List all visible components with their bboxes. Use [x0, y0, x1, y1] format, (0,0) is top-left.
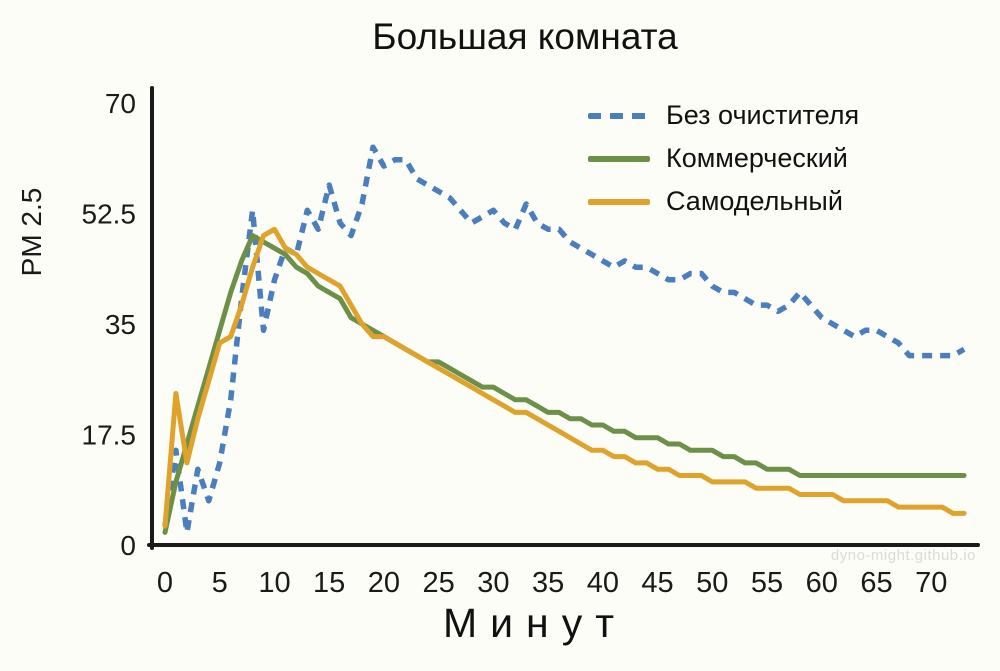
legend-item-commercial: Коммерческий: [588, 141, 859, 176]
dashed-line-icon: [588, 112, 650, 119]
y-tick-label: 0: [120, 530, 136, 561]
x-tick-label: 20: [368, 567, 400, 599]
chart-title: Большая комната: [372, 16, 678, 57]
x-tick-label: 60: [806, 567, 838, 599]
solid-line-icon: [588, 155, 650, 162]
x-tick-label: 5: [212, 567, 228, 599]
x-tick-label: 15: [313, 567, 345, 599]
series-line-0: [162, 144, 966, 536]
y-tick-label: 17.5: [82, 420, 137, 451]
solid-line-icon: [588, 198, 650, 205]
legend-label-homemade: Самодельный: [666, 186, 843, 216]
legend-item-homemade: Самодельный: [588, 184, 859, 219]
legend-label-no-purifier: Без очистителя: [666, 100, 860, 130]
x-tick-label: 10: [258, 567, 290, 599]
x-tick-label: 30: [477, 567, 509, 599]
x-tick-label: 70: [915, 567, 947, 599]
y-tick-label: 52.5: [82, 199, 137, 230]
series-line-1: [162, 233, 967, 535]
x-tick-label: 50: [696, 567, 728, 599]
legend: Без очистителя Коммерческий Самодельный: [588, 98, 859, 219]
x-tick-label: 40: [587, 567, 619, 599]
x-tick-label: 0: [157, 567, 173, 599]
legend-item-no-purifier: Без очистителя: [588, 98, 859, 133]
watermark-text: dyno-might.github.io: [830, 547, 976, 564]
x-tick-label: 35: [532, 567, 564, 599]
x-tick-label: 55: [751, 567, 783, 599]
x-axis-label: Минут: [443, 600, 627, 646]
x-tick-label: 65: [860, 567, 892, 599]
x-tick-label: 45: [641, 567, 673, 599]
y-tick-label: 70: [105, 88, 136, 119]
series-line-2: [162, 226, 967, 529]
y-axis-label: PM 2.5: [16, 187, 47, 277]
y-tick-label: 35: [105, 309, 136, 340]
x-tick-label: 25: [423, 567, 455, 599]
legend-label-commercial: Коммерческий: [666, 143, 848, 173]
